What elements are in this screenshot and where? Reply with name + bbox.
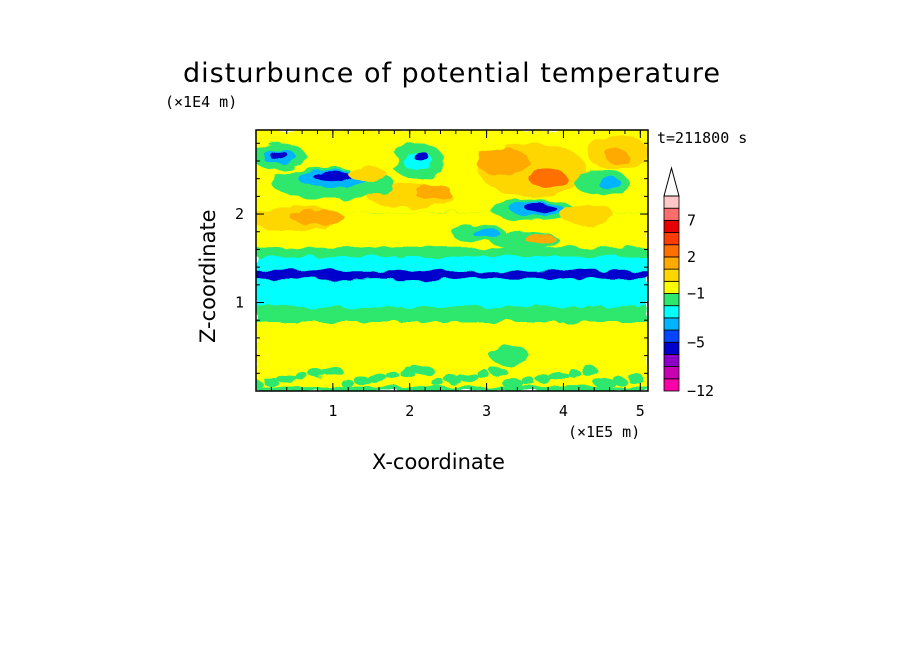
colorbar-swatch [663,195,680,209]
axes: 1 2 3 4 5 1 2 [235,129,649,420]
x-tick-label: 1 [328,402,337,420]
field-blob [398,367,416,377]
field-blob [262,376,280,386]
field-blob [457,372,479,382]
field-blob [489,367,507,376]
field-band [256,270,648,279]
colorbar-swatch [663,280,680,294]
field-blob [605,149,629,164]
colorbar-swatch [663,354,680,368]
x-tick-label: 5 [636,402,645,420]
x-tick-label: 3 [482,402,491,420]
field-blob [559,203,614,225]
colorbar: 7 2 −1 −5 −12 [663,166,714,400]
field-blob [535,374,553,384]
field-blob [444,375,462,384]
field-blob [472,229,501,238]
colorbar-extend-arrow [663,166,680,197]
colorbar-swatch [663,329,680,343]
field-blob [626,373,644,383]
colorbar-swatch [663,219,680,233]
field-blob [413,152,429,161]
field-blob [613,375,626,385]
field-blob [490,344,529,367]
colorbar-swatch [663,366,680,380]
y-tick-label: 2 [235,205,244,223]
colorbar-swatch [663,256,680,270]
field-band [256,306,648,322]
colorbar-tick-label: −1 [687,285,705,303]
time-label: t=211800 s [657,129,748,147]
field-blob [525,234,556,244]
colorbar-swatch [663,378,680,392]
colorbar-tick-label: 2 [687,248,696,266]
colorbar-swatch [663,207,680,221]
field-blob [275,374,298,384]
plot-frame [255,129,649,392]
field-blob [386,370,399,380]
field-band [256,256,648,271]
contour-field [256,130,648,391]
field-blob [256,379,263,389]
field-blob [502,379,525,389]
colorbar-swatch [663,244,680,258]
field-blob [340,378,354,388]
colorbar-swatch [663,268,680,282]
field-blob [593,378,616,388]
x-unit-label: (×1E5 m) [568,423,641,441]
colorbar-swatch [663,341,680,355]
field-blob [528,169,568,188]
field-blob [475,147,529,175]
colorbar-tick-label: 7 [687,211,696,229]
colorbar-tick-label: −5 [687,333,705,351]
x-axis-label: X-coordinate [372,450,505,474]
colorbar-swatch [663,232,680,246]
field-blob [353,375,371,385]
field-blob [348,167,387,182]
field-blob [413,184,452,200]
field-blob [567,368,581,378]
field-blob [366,373,388,383]
field-blob [548,371,570,381]
field-blob [290,210,345,225]
field-band [256,247,648,257]
field-blob [598,176,622,190]
field-blob [411,365,434,375]
colorbar-swatch [663,317,680,331]
field-blob [476,369,490,379]
x-tick-label: 2 [405,402,414,420]
field-blob [580,366,598,376]
field-layers [256,130,648,391]
colorbar-swatch [663,293,680,307]
colorbar-swatch [663,305,680,319]
field-blob [295,371,308,381]
field-blob [308,368,326,378]
chart-title: disturbunce of potential temperature [183,58,721,89]
y-unit-label: (×1E4 m) [165,93,238,111]
y-tick-label: 1 [235,294,244,312]
field-blob [525,203,556,213]
colorbar-tick-label: −12 [687,382,714,400]
field-blob [320,366,343,376]
field-blob [522,376,535,386]
field-blob [431,377,444,387]
field-band [256,278,648,307]
x-tick-label: 4 [559,402,568,420]
field-blob [269,151,289,161]
field-blob [313,171,353,183]
